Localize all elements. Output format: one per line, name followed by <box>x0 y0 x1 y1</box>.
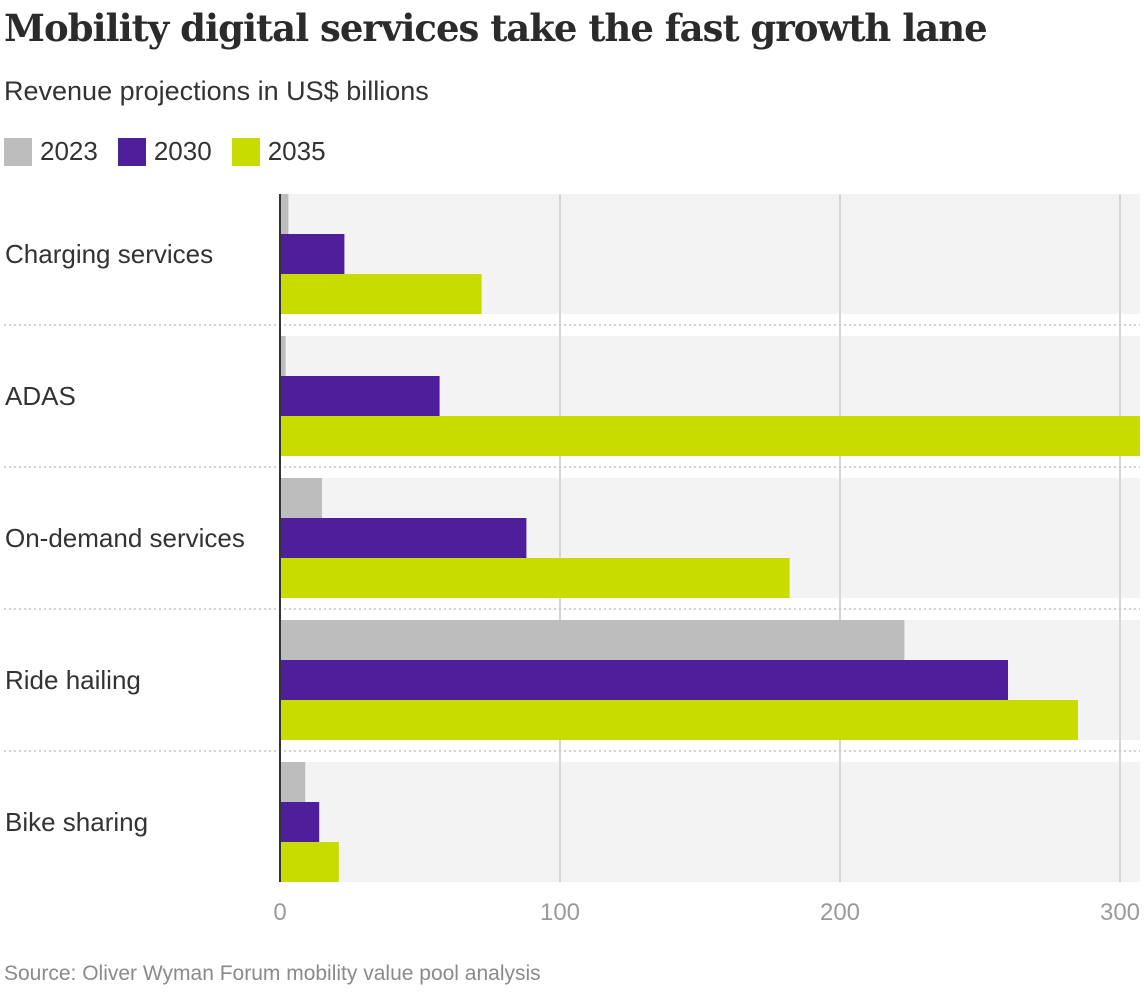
chart-subtitle: Revenue projections in US$ billions <box>4 76 429 106</box>
category-label-adas: ADAS <box>5 381 76 411</box>
bar-bike-sharing-2035 <box>280 842 339 882</box>
legend-item-2035: 2035 <box>231 136 326 167</box>
bar-bike-sharing-2023 <box>280 762 306 802</box>
x-tick-label-200: 200 <box>820 899 860 926</box>
legend-label-2023: 2023 <box>40 136 98 166</box>
bar-charging-services-2035 <box>280 274 482 314</box>
legend-label-2035: 2035 <box>267 136 326 166</box>
bar-on-demand-services-2023 <box>280 478 322 518</box>
bar-adas-2023 <box>280 336 286 376</box>
legend-item-2023: 2023 <box>4 136 98 167</box>
band-bike-sharing <box>280 762 1140 882</box>
category-label-ride-hailing: Ride hailing <box>5 665 141 695</box>
x-tick-label-100: 100 <box>540 899 580 926</box>
x-tick-label-300: 300 <box>1100 899 1140 926</box>
bar-ride-hailing-2030 <box>280 660 1008 700</box>
bar-adas-2035 <box>280 416 1140 456</box>
legend-swatch-2035 <box>231 137 260 166</box>
legend: 2023 2030 2035 <box>4 136 346 167</box>
category-label-charging-services: Charging services <box>5 239 213 269</box>
bar-ride-hailing-2023 <box>280 620 905 660</box>
chart-title: Mobility digital services take the fast … <box>4 6 988 50</box>
legend-label-2030: 2030 <box>153 136 212 166</box>
category-label-on-demand-services: On-demand services <box>5 523 245 553</box>
bar-bike-sharing-2030 <box>280 802 320 842</box>
bar-ride-hailing-2035 <box>280 700 1078 740</box>
legend-item-2030: 2030 <box>117 136 212 167</box>
bar-on-demand-services-2030 <box>280 518 527 558</box>
category-label-bike-sharing: Bike sharing <box>5 807 148 837</box>
legend-swatch-2023 <box>4 137 32 166</box>
source-note: Source: Oliver Wyman Forum mobility valu… <box>4 962 541 985</box>
bar-on-demand-services-2035 <box>280 558 790 598</box>
x-tick-label-0: 0 <box>273 899 286 926</box>
bar-adas-2030 <box>280 376 440 416</box>
legend-swatch-2030 <box>117 137 146 166</box>
bar-charging-services-2023 <box>280 194 289 234</box>
bar-charging-services-2030 <box>280 234 345 274</box>
